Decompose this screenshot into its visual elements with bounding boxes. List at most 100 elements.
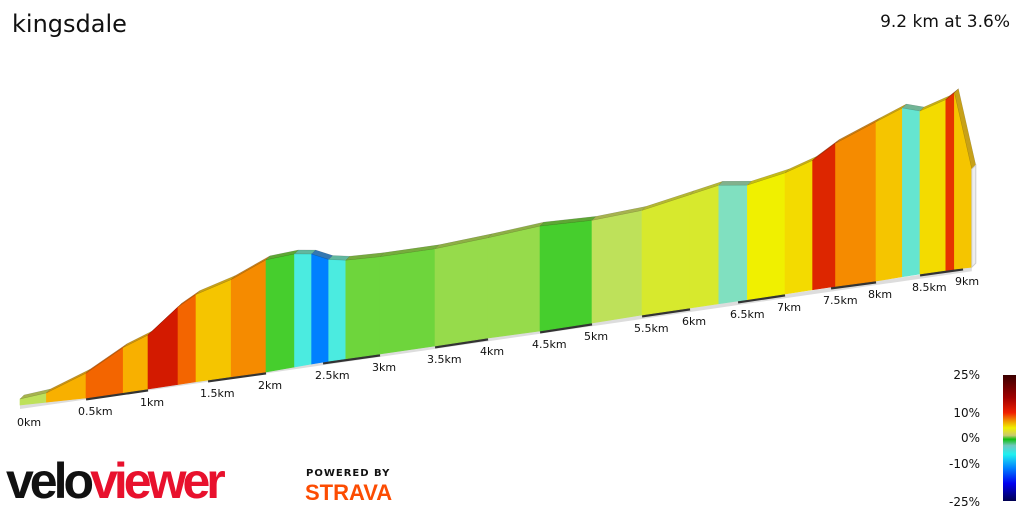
profile-segment — [265, 253, 295, 373]
profile-segment — [718, 184, 748, 305]
profile-segment — [487, 225, 541, 339]
profile-segment — [46, 372, 87, 403]
x-tick-label: 1km — [140, 396, 164, 409]
profile-segment-top-shade — [435, 233, 492, 249]
profile-segment-top-shade — [920, 95, 950, 112]
x-tick-label: 6.5km — [730, 308, 765, 321]
x-tick-label: 3.5km — [427, 353, 462, 366]
legend-label-10: 10% — [953, 406, 980, 420]
profile-segment-top-shade — [266, 249, 299, 260]
route-summary: 9.2 km at 3.6% — [880, 12, 1010, 32]
x-tick-label: 3km — [372, 361, 396, 374]
profile-segment-top-shade — [231, 255, 270, 280]
x-tick-label: 5km — [584, 330, 608, 343]
profile-segment — [195, 279, 232, 383]
profile-segment-top-shade — [835, 117, 880, 144]
profile-segment-top-shade — [345, 252, 384, 261]
profile-segment-top-shade — [196, 275, 236, 295]
profile-segment-top-shade — [945, 88, 959, 100]
profile-segment — [434, 237, 489, 347]
logo-part-viewer: viewer — [90, 453, 226, 509]
legend-label-min: -25% — [948, 495, 980, 509]
profile-segment — [345, 256, 381, 360]
profile-segment — [945, 92, 955, 271]
profile-segment-top-shade — [876, 104, 907, 122]
profile-segment — [784, 159, 813, 295]
profile-segment-top-shade — [148, 303, 182, 336]
profile-segment-top-shade — [690, 181, 723, 195]
profile-segment-top-shade — [46, 369, 90, 394]
x-tick-label: 0.5km — [78, 405, 113, 418]
profile-segment — [835, 121, 877, 287]
x-tick-label: 8km — [868, 288, 892, 301]
x-tick-label: 1.5km — [200, 387, 235, 400]
profile-segment-top-shade — [86, 343, 128, 374]
profile-segment — [294, 253, 312, 368]
km-scale-bar — [919, 267, 964, 277]
km-scale-bar — [830, 280, 877, 290]
profile-segment-top-shade — [642, 190, 694, 211]
profile-segment-top-shade — [954, 88, 976, 170]
profile-segment — [641, 194, 691, 316]
profile-segment-top-shade — [812, 139, 840, 161]
profile-segment-top-shade — [20, 389, 51, 399]
km-scale-bar — [539, 322, 593, 334]
profile-segment-top-shade — [328, 255, 350, 261]
profile-segment — [591, 210, 643, 324]
profile-segment — [230, 259, 267, 378]
profile-segment-top-shade — [785, 156, 817, 173]
veloviewer-logo[interactable]: veloviewer — [6, 452, 226, 510]
km-scale-bar — [434, 337, 489, 349]
profile-segment — [379, 248, 436, 355]
km-scale-bar — [207, 371, 267, 383]
profile-segment-top-shade — [540, 216, 596, 227]
logo-part-velo: velo — [6, 453, 94, 509]
km-scale-bar — [641, 307, 691, 318]
profile-segment-top-shade — [747, 168, 789, 186]
profile-segment — [177, 293, 197, 385]
legend-label-0: 0% — [960, 431, 980, 445]
profile-segment — [328, 259, 347, 362]
profile-segment-top-shade — [488, 222, 544, 238]
profile-segment-top-shade — [902, 104, 924, 112]
x-tick-label: 2km — [258, 379, 282, 392]
profile-segment — [689, 184, 720, 309]
x-tick-label: 4km — [480, 345, 504, 358]
profile-segment-top-shade — [380, 244, 439, 257]
profile-segment — [747, 172, 786, 300]
x-tick-label: 0km — [17, 416, 41, 429]
x-tick-label: 5.5km — [634, 322, 669, 335]
profile-segment — [902, 107, 921, 278]
profile-segment-top-shade — [718, 181, 752, 186]
strava-logo[interactable]: STRAVA — [305, 480, 393, 505]
x-tick-label: 7.5km — [823, 294, 858, 307]
profile-segment — [311, 253, 330, 365]
profile-segment-top-shade — [294, 249, 316, 255]
profile-segment — [85, 347, 124, 399]
profile-segment-top-shade — [592, 206, 646, 221]
km-scale-bar — [322, 353, 381, 365]
x-tick-label: 8.5km — [912, 281, 947, 294]
route-title: kingsdale — [12, 10, 127, 38]
x-tick-label: 7km — [777, 301, 801, 314]
profile-segment — [919, 99, 947, 275]
x-tick-label: 6km — [682, 315, 706, 328]
km-scale-bar — [85, 388, 149, 401]
profile-segment-top-shade — [178, 290, 200, 308]
profile-end-cap — [971, 163, 977, 269]
x-tick-label: 2.5km — [315, 369, 350, 382]
profile-segment-top-shade — [311, 250, 333, 260]
km-scale-bar — [737, 293, 786, 304]
legend-label-neg10: -10% — [948, 457, 980, 471]
profile-segment — [147, 306, 179, 390]
profile-segment — [875, 107, 903, 282]
x-tick-label: 4.5km — [532, 338, 567, 351]
gradient-color-legend — [1003, 375, 1016, 501]
profile-segment-top-shade — [123, 331, 152, 348]
x-tick-label: 9km — [955, 275, 979, 288]
legend-label-max: 25% — [953, 368, 980, 382]
profile-segment — [812, 142, 836, 291]
powered-by-label: POWERED BY — [306, 468, 391, 479]
profile-segment — [539, 220, 593, 332]
